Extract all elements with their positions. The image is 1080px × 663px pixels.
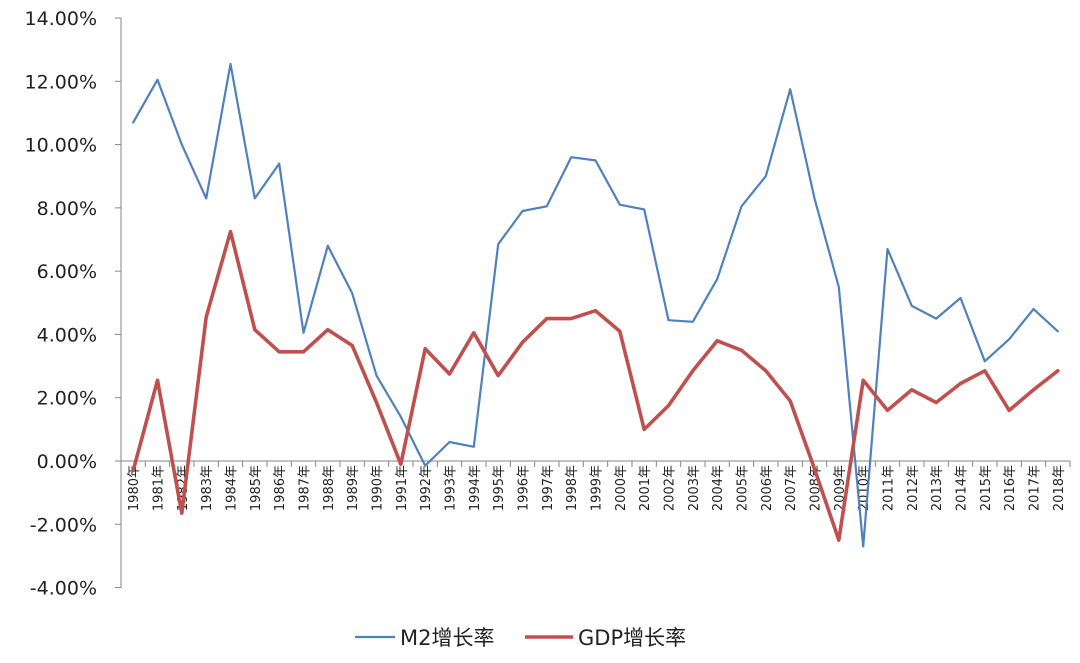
x-tick-label: 2003年 (687, 465, 702, 511)
x-tick-label: 2001年 (638, 465, 653, 511)
y-tick-label: 14.00% (25, 8, 97, 30)
x-tick-label: 2013年 (930, 465, 945, 511)
x-tick-label: 1991年 (395, 465, 410, 511)
legend: M2增长率 GDP增长率 (355, 626, 686, 650)
x-tick-label: 2005年 (736, 465, 751, 511)
x-tick-label: 1993年 (444, 465, 459, 511)
y-tick-label: 12.00% (25, 71, 97, 93)
x-tick-label: 1985年 (249, 465, 264, 511)
y-tick-label: 10.00% (25, 135, 97, 157)
x-tick-label: 1980年 (127, 465, 142, 511)
x-tick-label: 1984年 (225, 465, 240, 511)
y-tick-label: 8.00% (37, 198, 97, 220)
x-tick-label: 2014年 (955, 465, 970, 511)
x-tick-label: 1999年 (590, 465, 605, 511)
x-tick-label: 1995年 (492, 465, 507, 511)
x-tick-label: 2017年 (1028, 465, 1043, 511)
x-tick-label: 2007年 (784, 465, 799, 511)
x-tick-label: 2008年 (809, 465, 824, 511)
plot-series (131, 62, 1060, 548)
x-tick-label: 1989年 (346, 465, 361, 511)
x-tick-label: 1996年 (517, 465, 532, 511)
x-tick-label: 1987年 (298, 465, 313, 511)
y-tick-label: 0.00% (37, 451, 97, 473)
x-tick-label: 1997年 (541, 465, 556, 511)
x-tick-label: 1990年 (371, 465, 386, 511)
x-tick-label: 1992年 (419, 465, 434, 511)
legend-label: GDP增长率 (578, 626, 686, 650)
y-tick-label: -4.00% (30, 578, 97, 600)
x-tick-label: 2002年 (663, 465, 678, 511)
x-tick-label: 2000年 (614, 465, 629, 511)
x-tick-label: 2015年 (979, 465, 994, 511)
x-tick-label: 2018年 (1052, 465, 1067, 511)
x-tick-label: 1988年 (322, 465, 337, 511)
x-tick-label: 1983年 (200, 465, 215, 511)
x-tick-label: 1986年 (273, 465, 288, 511)
x-tick-label: 2012年 (906, 465, 921, 511)
y-axis: -4.00% -2.00% 0.00% 2.00% 4.00% 6.00% 8.00% 10.… (25, 8, 122, 600)
x-axis: 1980年 1981年 1982年 1983年 1984年 1985年 1986年 1987年… (120, 460, 1071, 511)
x-tick-label: 2004年 (711, 465, 726, 511)
x-tick-label: 2006年 (760, 465, 775, 511)
y-tick-label: 2.00% (37, 388, 97, 410)
x-tick-label: 1994年 (468, 465, 483, 511)
x-tick-label: 2011年 (882, 465, 897, 511)
y-tick-label: 4.00% (37, 324, 97, 346)
x-tick-label: 1981年 (152, 465, 167, 511)
legend-label: M2增长率 (400, 626, 494, 650)
x-tick-label: 2016年 (1003, 465, 1018, 511)
y-tick-label: -2.00% (30, 514, 97, 536)
y-tick-label: 6.00% (37, 261, 97, 283)
x-tick-label: 1998年 (565, 465, 580, 511)
